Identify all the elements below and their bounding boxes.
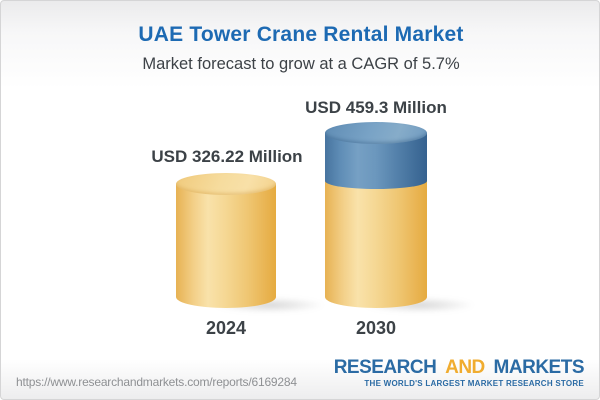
page-subtitle: Market forecast to grow at a CAGR of 5.7… [142, 55, 460, 73]
cylinder-2024-body [176, 184, 276, 308]
category-label-2030: 2030 [355, 318, 397, 338]
category-label-2024: 2024 [205, 318, 247, 338]
research-and-markets-logo: RESEARCH AND MARKETS THE WORLD'S LARGEST… [333, 357, 585, 388]
cylinder-bar-2024 [176, 173, 276, 308]
value-label-2030: USD 459.3 Million [305, 98, 447, 117]
cylinder-bar-2030 [325, 122, 427, 308]
logo-tagline: THE WORLD'S LARGEST MARKET RESEARCH STOR… [364, 379, 584, 388]
logo-word-and: AND [445, 357, 485, 378]
cylinder-2030-base-body [325, 181, 427, 308]
cylinder-2030-top-ellipse [325, 122, 427, 144]
logo-word-research: RESEARCH [333, 357, 437, 378]
logo-wordmark: RESEARCH AND MARKETS [333, 357, 585, 378]
value-label-2024: USD 326.22 Million [151, 147, 303, 166]
page-title: UAE Tower Crane Rental Market [138, 23, 464, 46]
cylinder-2024-top-ellipse [176, 173, 276, 195]
report-url-text: https://www.researchandmarkets.com/repor… [16, 375, 297, 389]
logo-word-markets: MARKETS [493, 357, 585, 378]
